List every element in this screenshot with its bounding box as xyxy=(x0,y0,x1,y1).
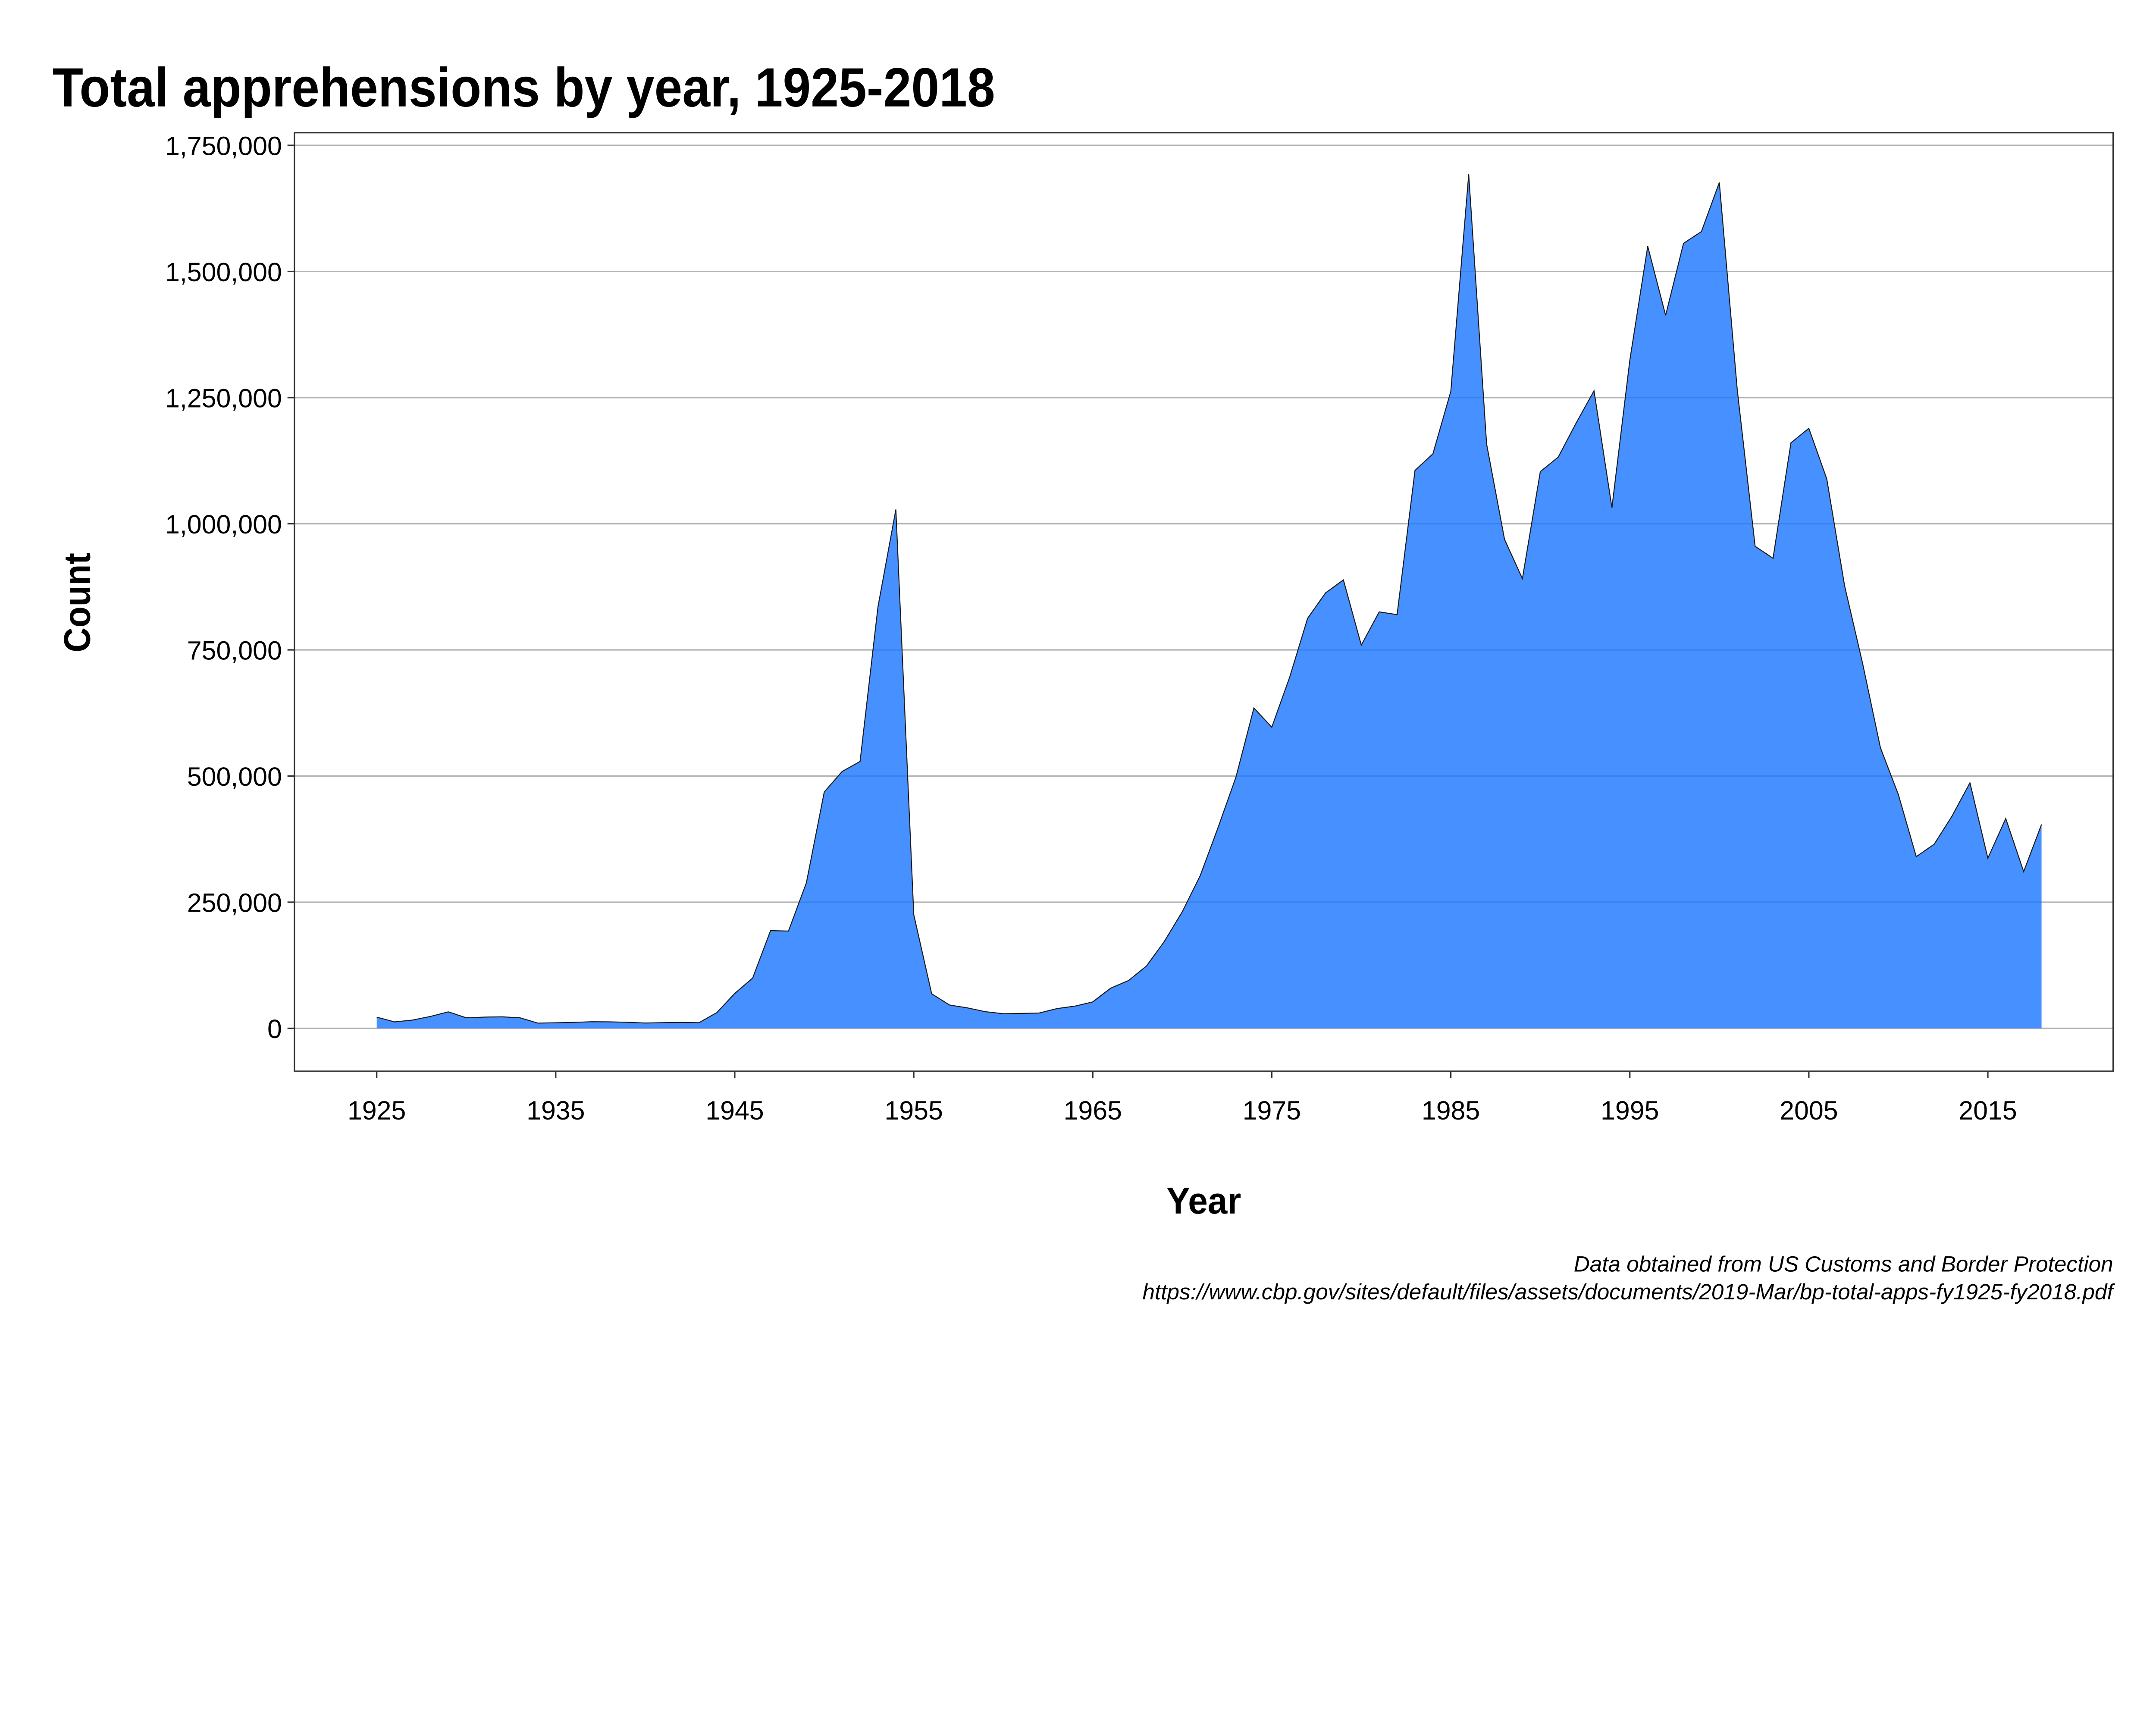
chart-title: Total apprehensions by year, 1925-2018 xyxy=(53,57,995,119)
y-tick-label: 250,000 xyxy=(187,888,282,917)
y-tick-label: 1,500,000 xyxy=(165,257,282,287)
x-tick-label: 1945 xyxy=(705,1096,764,1125)
y-tick-label: 0 xyxy=(267,1014,282,1044)
x-tick-label: 1935 xyxy=(526,1096,585,1125)
y-tick-label: 1,000,000 xyxy=(165,510,282,539)
y-tick-label: 1,750,000 xyxy=(165,131,282,160)
x-tick-label: 2015 xyxy=(1959,1096,2017,1125)
x-tick-label: 1925 xyxy=(348,1096,406,1125)
x-tick-label: 1955 xyxy=(884,1096,943,1125)
y-axis-ticks: 0 250,000 500,000 750,000 1,000,000 1,250,000… xyxy=(165,131,295,1044)
area-series xyxy=(376,174,2042,1029)
area-chart: Total apprehensions by year, 1925-2018 0… xyxy=(53,57,2115,1304)
x-tick-label: 1975 xyxy=(1243,1096,1301,1125)
caption-url: https://www.cbp.gov/sites/default/files/… xyxy=(1142,1280,2115,1304)
caption-source: Data obtained from US Customs and Border… xyxy=(1574,1252,2113,1276)
x-tick-label: 1965 xyxy=(1064,1096,1122,1125)
x-tick-label: 1995 xyxy=(1601,1096,1659,1125)
y-tick-label: 500,000 xyxy=(187,762,282,791)
y-tick-label: 750,000 xyxy=(187,636,282,665)
x-axis-ticks: 1925 1935 1945 1955 1965 1975 1985 1995 2005 2015 xyxy=(348,1071,2017,1125)
y-tick-label: 1,250,000 xyxy=(165,383,282,413)
area-outline xyxy=(376,174,2042,1024)
gridlines xyxy=(294,144,2113,1029)
x-tick-label: 2005 xyxy=(1780,1096,1838,1125)
y-axis-title: Count xyxy=(56,553,98,652)
plot-panel-border xyxy=(294,132,2114,1072)
x-axis-title: Year xyxy=(1166,1180,1241,1222)
x-tick-label: 1985 xyxy=(1422,1096,1480,1125)
area-fill xyxy=(376,174,2042,1029)
